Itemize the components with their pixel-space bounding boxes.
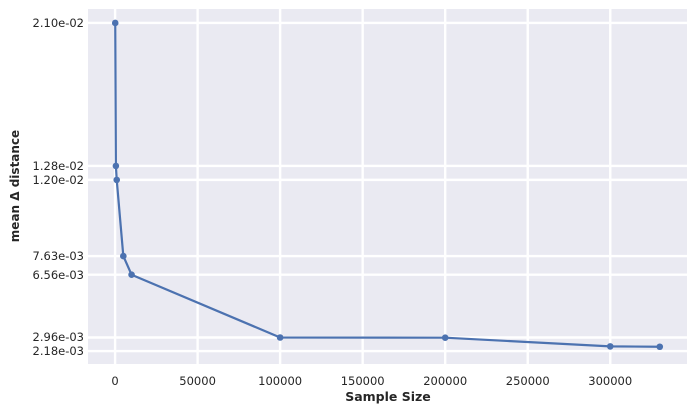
x-axis-label: Sample Size	[345, 389, 431, 404]
x-tick-label: 0	[111, 374, 119, 388]
y-tick-label: 6.56e-03	[32, 267, 84, 282]
data-point	[606, 343, 614, 350]
y-tick-label: 1.20e-02	[32, 172, 84, 187]
data-point	[128, 271, 135, 279]
data-point	[112, 162, 120, 170]
y-tick-label: 2.10e-02	[32, 15, 84, 30]
y-axis-label: mean Δ distance	[8, 129, 22, 243]
line-chart-canvas	[88, 9, 687, 364]
data-point	[656, 343, 664, 351]
x-tick-label: 250000	[505, 374, 550, 388]
data-point	[276, 334, 284, 341]
plot-background	[88, 9, 687, 364]
y-tick-label: 1.28e-02	[32, 158, 84, 173]
data-point	[120, 252, 127, 260]
x-tick-label: 100000	[258, 374, 303, 388]
y-tick-label: 2.96e-03	[32, 330, 84, 345]
x-tick-label: 200000	[423, 374, 468, 388]
data-point	[113, 176, 121, 184]
x-tick-label: 150000	[340, 374, 385, 388]
data-point	[111, 19, 119, 27]
x-tick-label: 300000	[588, 374, 633, 388]
y-tick-label: 2.18e-03	[32, 344, 84, 359]
data-point	[441, 334, 449, 341]
plot-area	[88, 9, 687, 364]
x-tick-label: 50000	[179, 374, 216, 388]
y-tick-label: 7.63e-03	[32, 249, 84, 264]
